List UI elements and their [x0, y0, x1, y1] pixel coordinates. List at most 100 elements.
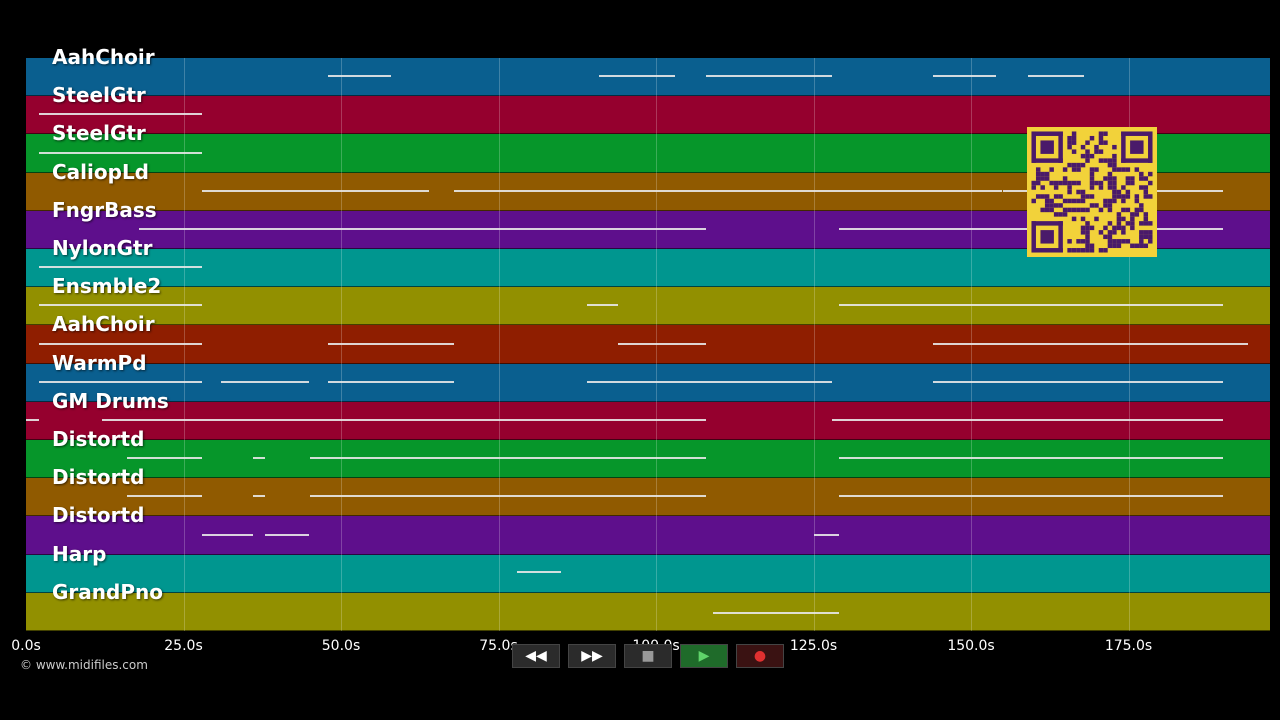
note-segment [38, 380, 203, 383]
qr-module [1139, 243, 1144, 249]
qr-module [1089, 176, 1095, 181]
qr-module [1071, 140, 1077, 145]
qr-module [1143, 185, 1149, 190]
time-tick-label: 75.0s [479, 638, 518, 654]
note-segment [221, 380, 310, 383]
play-button[interactable]: ▶ [680, 644, 728, 668]
qr-module [1139, 230, 1144, 235]
note-segment [706, 75, 833, 78]
qr-module [1121, 225, 1126, 231]
qr-module [1089, 167, 1095, 172]
qr-module [1053, 185, 1059, 190]
qr-module [1148, 180, 1153, 186]
qr-module [1103, 198, 1108, 204]
qr-module [1067, 207, 1072, 213]
qr-module [1134, 212, 1140, 217]
qr-module [1053, 203, 1059, 208]
qr-module [1121, 198, 1126, 204]
qr-module [1139, 239, 1144, 244]
copyright-text: © www.midifiles.com [20, 658, 148, 672]
qr-module [1089, 243, 1095, 249]
qr-module [1125, 194, 1131, 199]
note-segment [38, 266, 203, 269]
track-label: NylonGtr [52, 236, 153, 260]
qr-module [1121, 131, 1126, 163]
qr-module [1112, 225, 1117, 231]
qr-module [1058, 194, 1063, 199]
qr-module [1103, 131, 1108, 136]
qr-module [1085, 153, 1090, 159]
qr-module [1031, 180, 1036, 186]
qr-module [1107, 230, 1113, 235]
qr-module [1067, 144, 1072, 150]
time-tick-label: 25.0s [164, 638, 203, 654]
track-lane [26, 554, 1270, 593]
qr-module [1121, 216, 1126, 222]
stop-button[interactable]: ■ [624, 644, 672, 668]
qr-module [1098, 140, 1104, 145]
qr-module [1107, 221, 1113, 226]
time-gridline [498, 58, 500, 631]
qr-module [1107, 171, 1113, 177]
qr-module [1125, 180, 1131, 186]
qr-module [1040, 194, 1045, 199]
qr-module [1134, 198, 1140, 204]
qr-module [1062, 167, 1068, 172]
track-lane [26, 592, 1270, 631]
qr-module [1089, 180, 1095, 186]
qr-module [1112, 144, 1117, 150]
qr-module [1044, 207, 1050, 213]
qr-module [1089, 135, 1095, 141]
qr-module [1112, 176, 1117, 181]
note-segment [838, 304, 1223, 307]
qr-module [1080, 198, 1086, 204]
note-segment [838, 495, 1223, 498]
note-segment [517, 570, 562, 573]
qr-module [1112, 243, 1117, 249]
qr-module [1076, 189, 1081, 195]
qr-module [1107, 198, 1113, 204]
track-label: WarmPd [52, 350, 147, 375]
qr-module [1040, 171, 1045, 177]
track-label: FngrBass [52, 197, 157, 222]
qr-module [1125, 167, 1131, 172]
record-button[interactable]: ● [736, 644, 784, 668]
qr-module [1143, 212, 1149, 217]
qr-module [1143, 194, 1149, 199]
note-segment [202, 533, 253, 536]
note-segment [38, 113, 203, 116]
track-label: Harp [52, 541, 107, 566]
qr-module [1089, 225, 1095, 231]
qr-module [1094, 167, 1099, 172]
qr-module [1121, 185, 1126, 190]
fast-forward-button[interactable]: ▶▶ [568, 644, 616, 668]
qr-module [1134, 207, 1140, 213]
rewind-button[interactable]: ◀◀ [512, 644, 560, 668]
qr-code-icon [1027, 127, 1157, 257]
qr-module [1094, 149, 1099, 154]
qr-code-graphic [1027, 127, 1157, 257]
qr-module [1035, 194, 1041, 199]
qr-module [1067, 135, 1072, 141]
qr-module [1130, 140, 1144, 154]
qr-module [1053, 194, 1059, 199]
qr-module [1107, 180, 1113, 186]
track-label: AahChoir [52, 312, 155, 337]
time-tick-label: 50.0s [321, 638, 361, 654]
qr-module [1080, 153, 1086, 159]
note-segment [813, 533, 839, 536]
time-tick-label: 150.0s [947, 638, 995, 654]
note-segment [252, 457, 266, 460]
qr-module [1139, 207, 1144, 213]
qr-module [1098, 180, 1104, 186]
record-icon: ● [753, 648, 767, 664]
qr-module [1139, 203, 1144, 208]
qr-module [1094, 216, 1099, 222]
track-label: Distortd [52, 427, 145, 451]
qr-module [1080, 216, 1086, 222]
qr-module [1134, 194, 1140, 199]
qr-module [1148, 171, 1153, 177]
qr-module [1143, 216, 1149, 222]
qr-module [1080, 194, 1086, 199]
qr-module [1143, 176, 1149, 181]
